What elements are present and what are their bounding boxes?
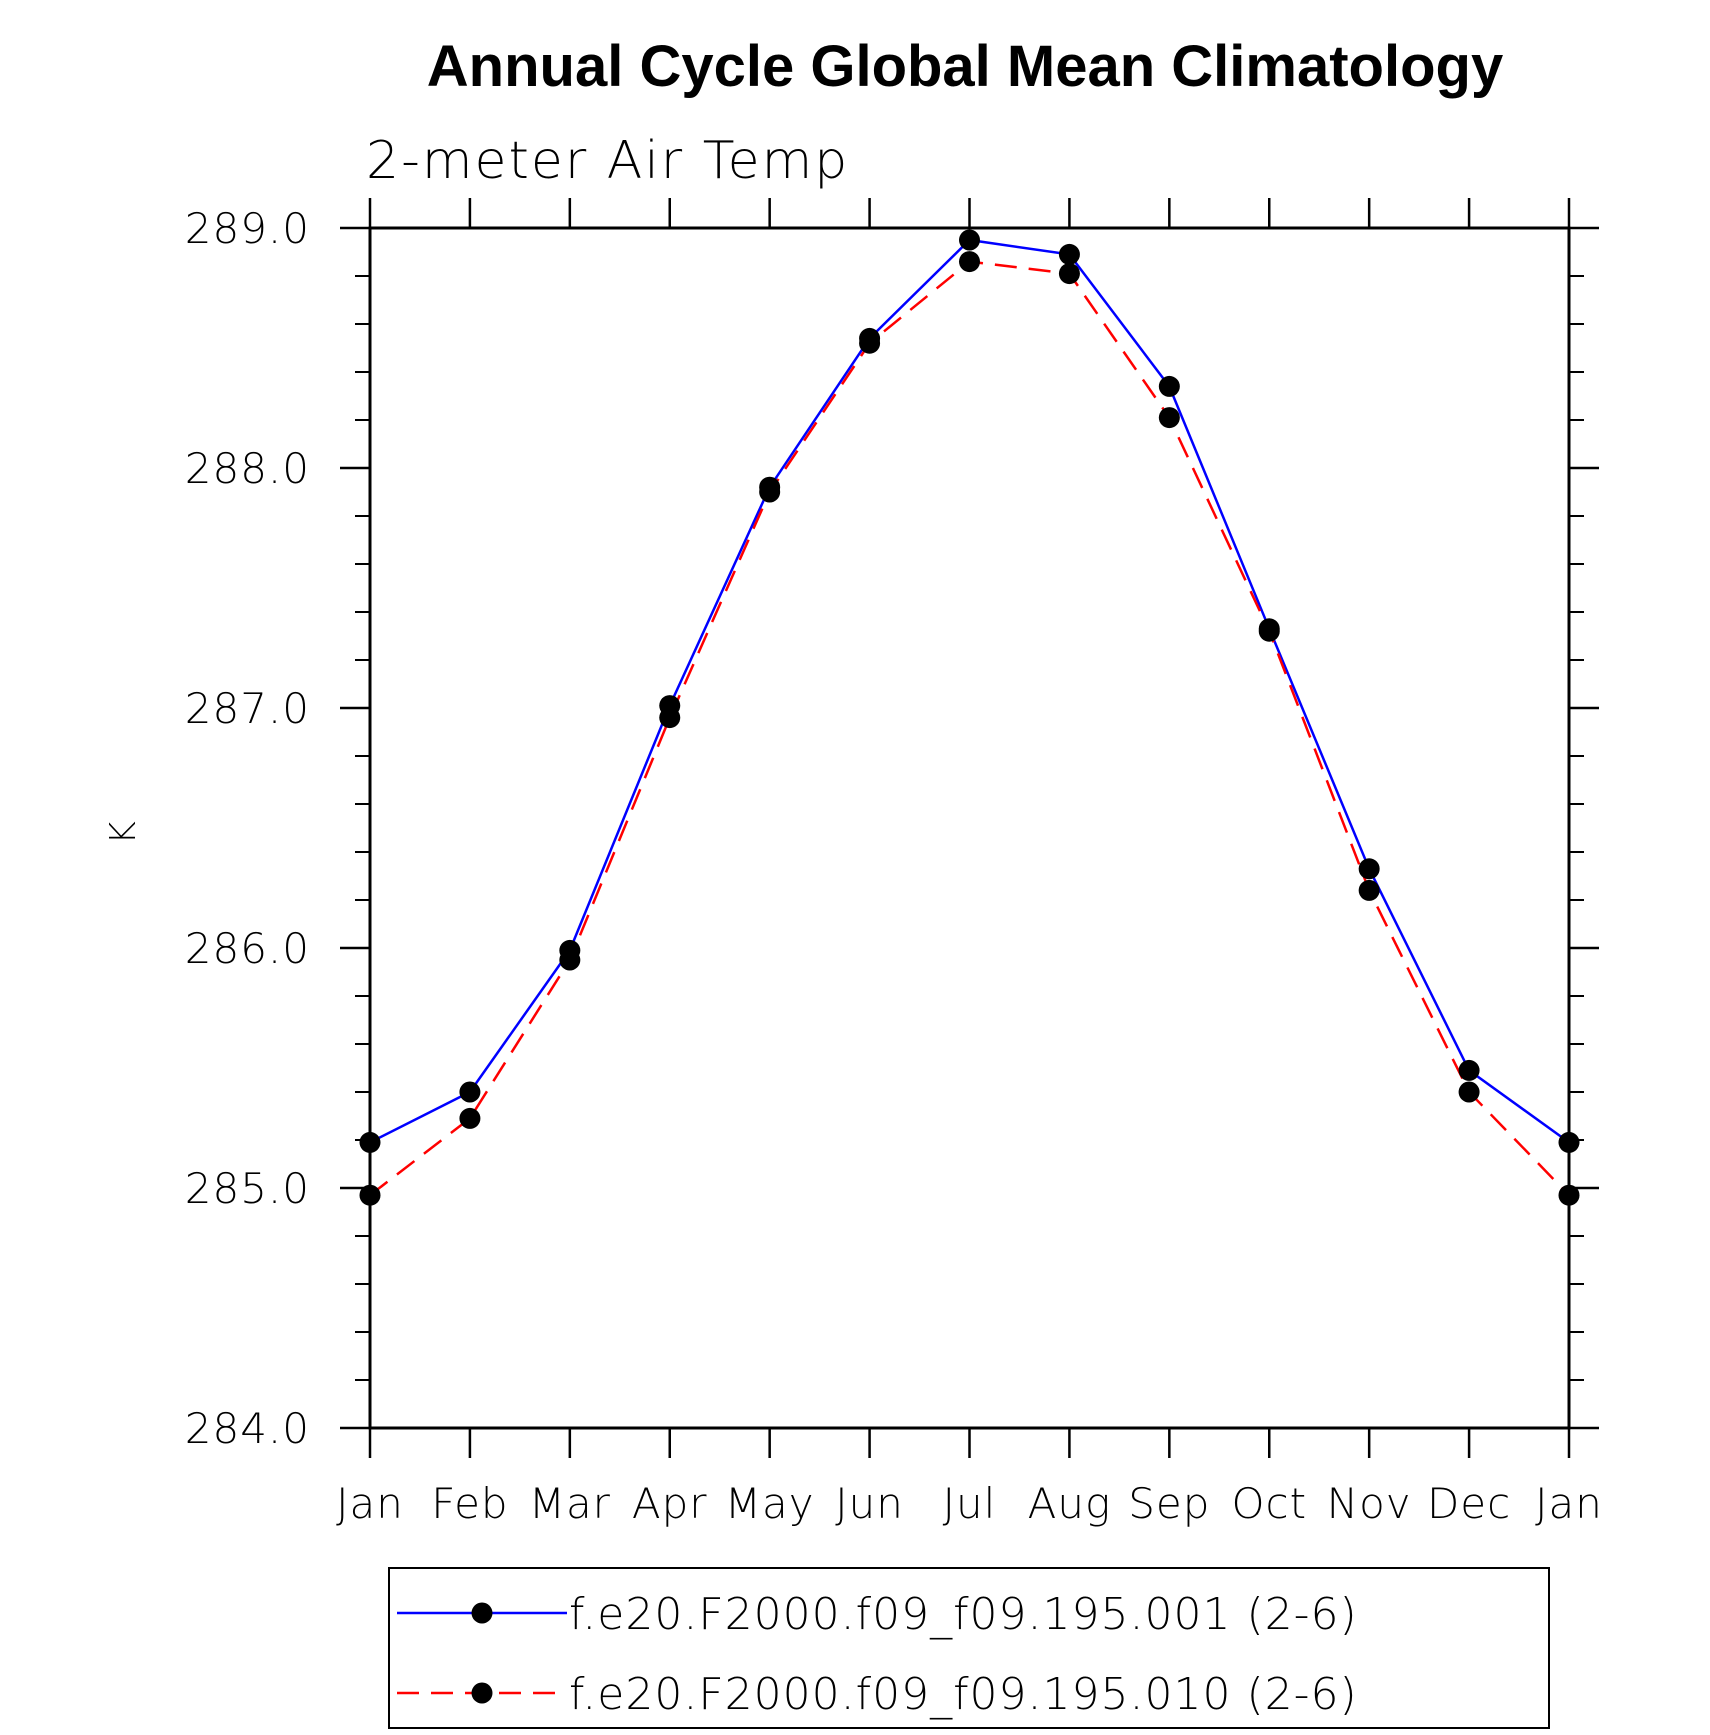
x-tick-label: Apr [632,1479,708,1528]
y-tick-label: 287.0 [185,684,310,733]
series-line-1 [369,238,1570,1144]
data-point-series-2 [859,332,881,354]
x-tick-label: Jan [1535,1479,1603,1528]
x-tick-label: Jun [835,1479,904,1528]
x-tick-label: Dec [1427,1479,1511,1528]
plot-area: 284.0 285.0 286.0 287.0 288.0 289.0 Jan Feb Mar A… [185,198,1603,1528]
data-point-series-1 [1458,1059,1480,1081]
data-point-series-1 [1358,858,1380,880]
data-point-series-1 [1158,375,1180,397]
y-tick-label: 288.0 [185,444,310,493]
legend-marker-1 [471,1602,493,1624]
data-point-series-2 [1458,1081,1480,1103]
x-tick-label: Mar [529,1479,611,1528]
y-tick-label: 285.0 [185,1164,310,1213]
x-tick-label: Nov [1327,1479,1412,1528]
legend: f.e20.F2000.f09_f09.195.001 (2-6) f.e20.F… [388,1567,1550,1729]
plot-frame [368,226,1571,1430]
data-point-series-2 [1358,879,1380,901]
x-tick-label: Jul [943,1479,997,1528]
x-tick-label: Feb [431,1479,508,1528]
data-point-series-2 [1258,620,1280,642]
x-tick-label: Oct [1231,1479,1307,1528]
x-tick-label: Jan [336,1479,404,1528]
y-tick-label: 289.0 [185,204,310,253]
chart-subtitle: 2-meter Air Temp [366,131,849,191]
data-point-series-1 [359,1131,381,1153]
data-point-series-1 [959,229,980,251]
data-point-series-1 [1558,1131,1580,1153]
data-point-series-2 [1558,1184,1580,1206]
data-point-series-2 [1158,407,1180,429]
x-tick-label: May [725,1479,815,1528]
y-tick-label: 286.0 [185,924,310,973]
x-tick-label: Aug [1028,1479,1112,1528]
data-point-series-2 [1058,263,1080,285]
x-tick-label: Sep [1128,1479,1210,1528]
data-point-series-1 [459,1081,481,1103]
data-point-series-2 [459,1107,481,1129]
legend-label-2: f.e20.F2000.f09_f09.195.010 (2-6) [569,1669,1358,1720]
series-line-2 [369,260,1570,1197]
data-point-series-2 [959,251,980,273]
legend-box [388,1567,1550,1729]
chart-title: Annual Cycle Global Mean Climatology [427,34,1503,99]
data-point-series-2 [759,481,781,503]
legend-label-1: f.e20.F2000.f09_f09.195.001 (2-6) [569,1589,1358,1640]
y-tick-label: 284.0 [185,1404,310,1453]
data-point-series-2 [359,1184,381,1206]
data-point-series-1 [1058,243,1080,265]
data-point-series-2 [659,707,681,729]
legend-marker-2 [471,1682,493,1704]
data-point-series-2 [559,949,581,971]
y-axis-label: K [103,821,144,845]
